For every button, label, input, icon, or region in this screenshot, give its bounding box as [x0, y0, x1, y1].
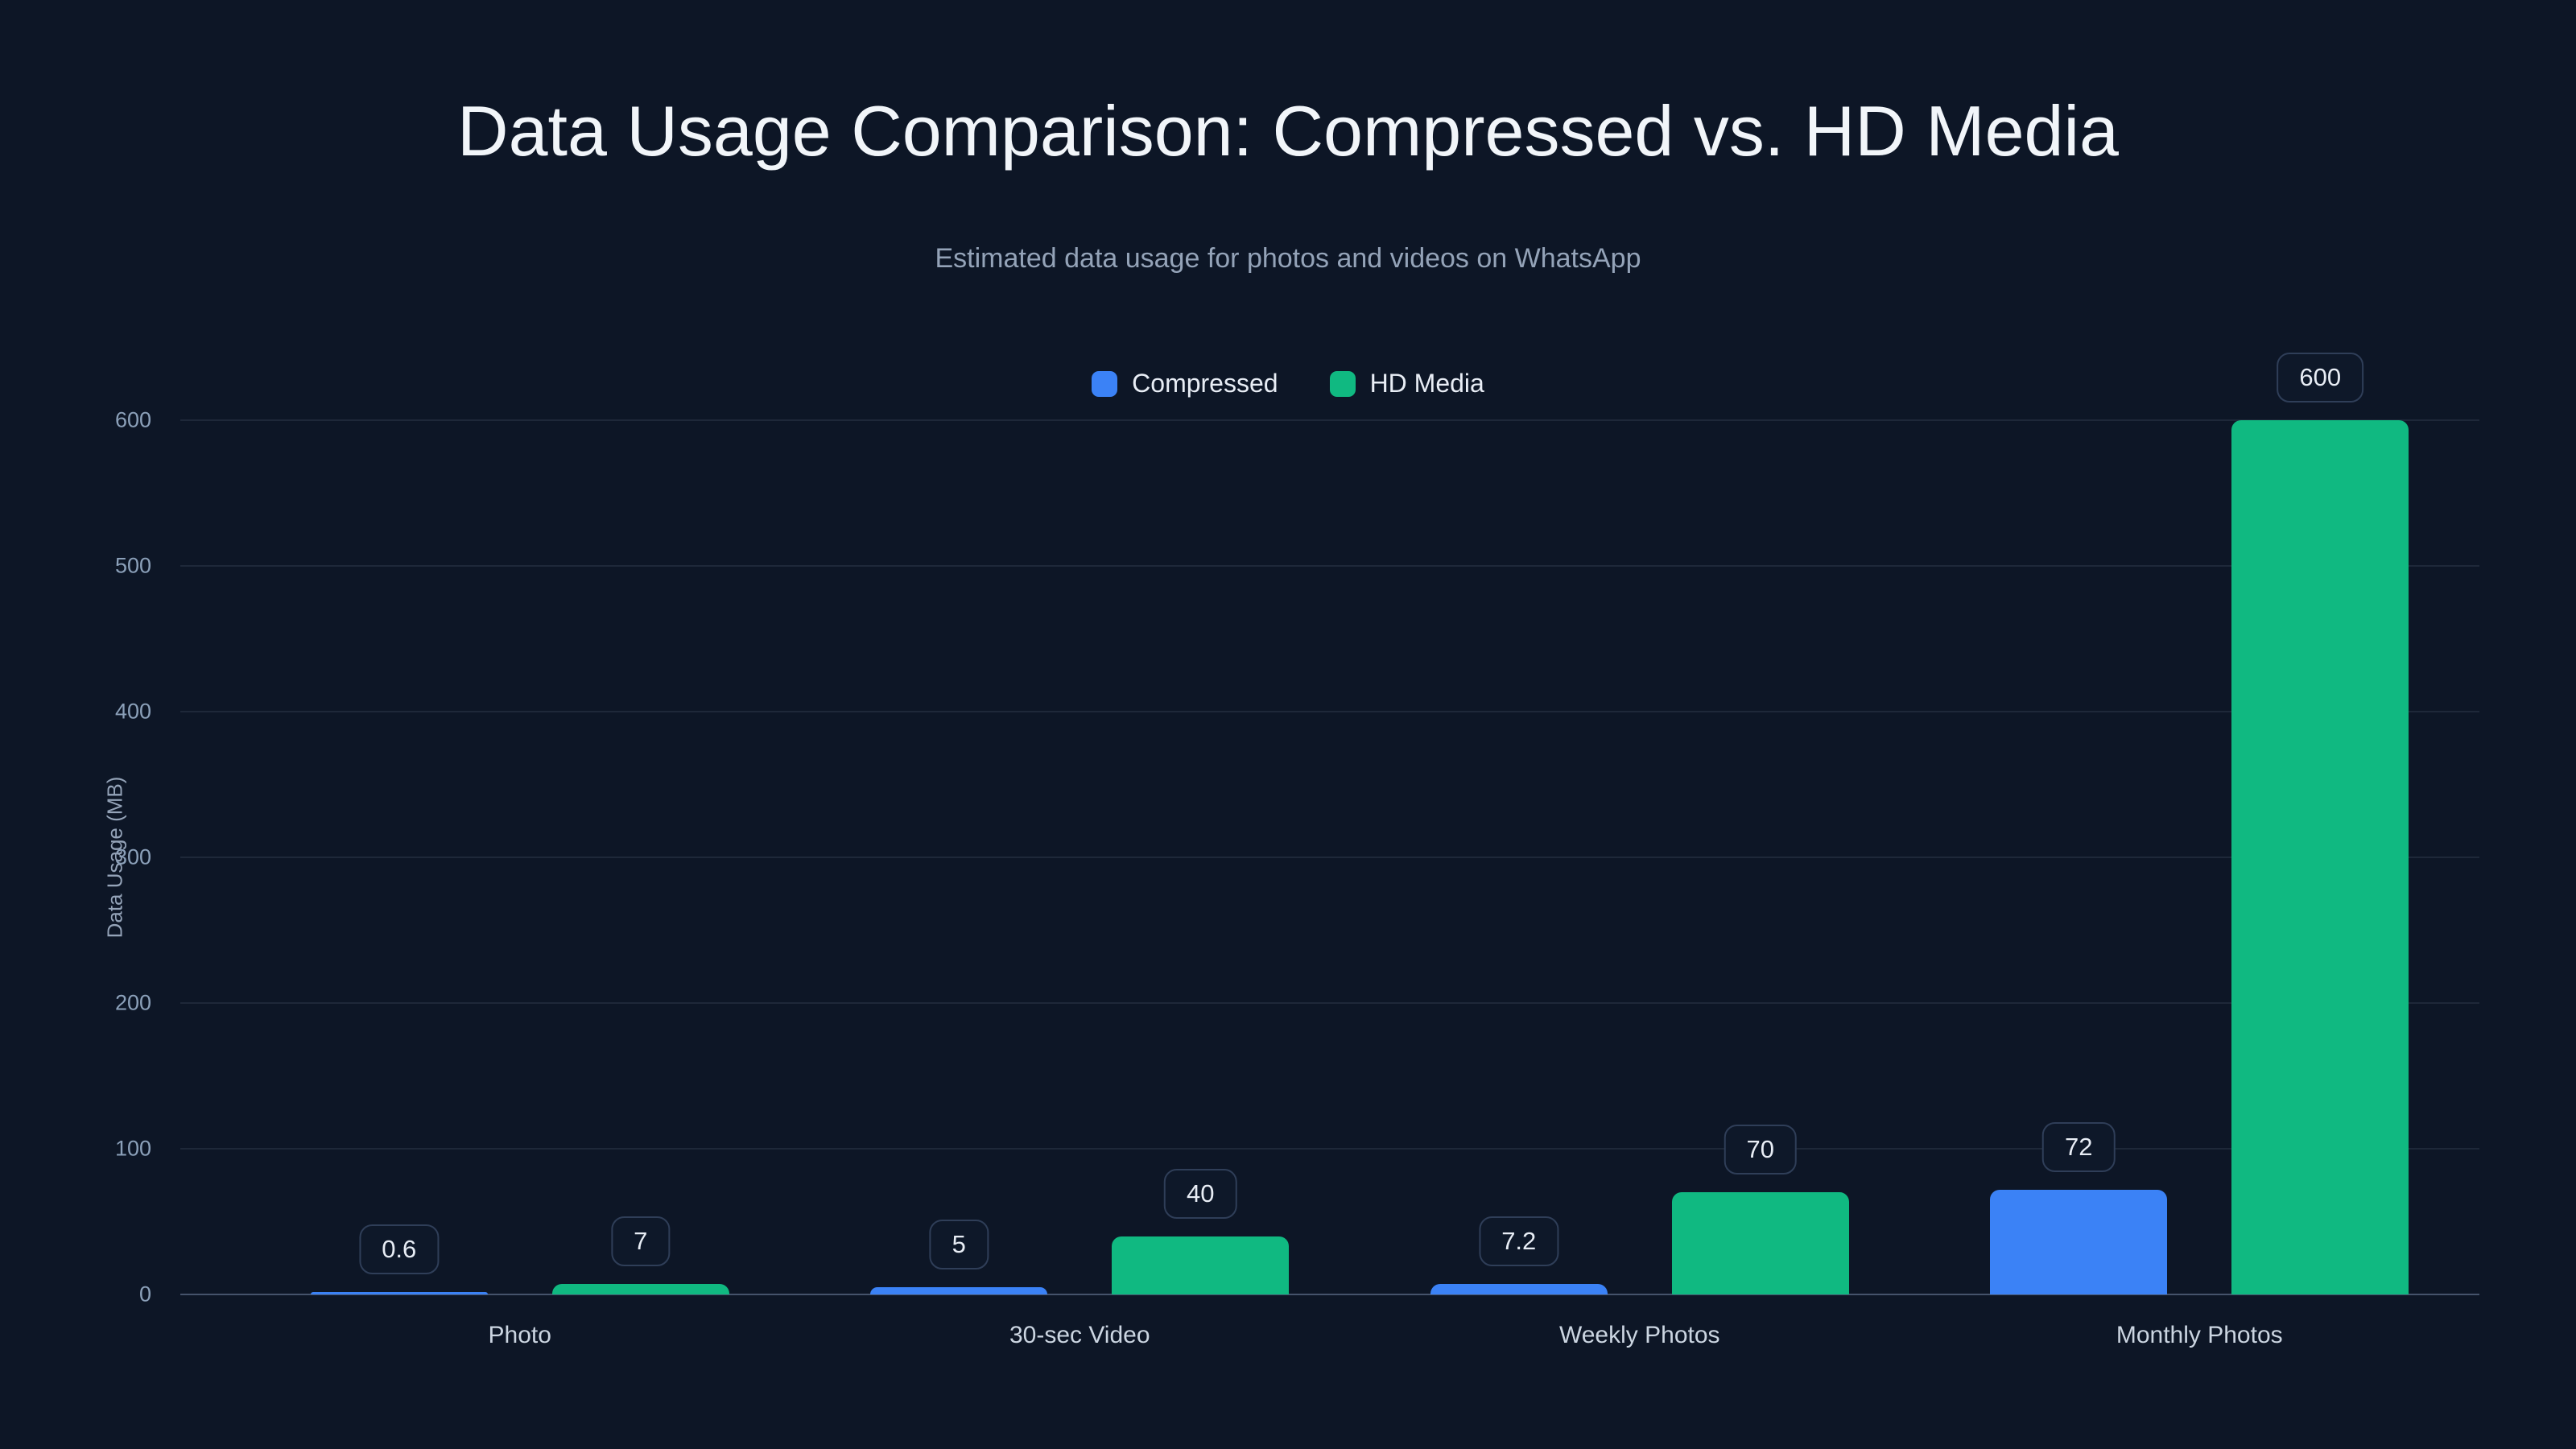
bar-compressed-monthly-photos[interactable] [1990, 1189, 2168, 1294]
chart-title: Data Usage Comparison: Compressed vs. HD… [457, 91, 2119, 171]
value-label-hd-media-photo: 7 [611, 1216, 671, 1267]
y-tick-0: 0 [138, 1282, 151, 1307]
bar-compressed-weekly-photos[interactable] [1430, 1283, 1608, 1294]
bar-hd-media-monthly-photos[interactable] [2231, 420, 2409, 1294]
gridline-600 [180, 419, 2479, 421]
legend: Compressed HD Media [0, 369, 2576, 398]
x-label-weekly-photos: Weekly Photos [1558, 1322, 1720, 1348]
plot-area: 0 100 200 300 400 500 600 Photo 0.6 7 30-sec Video… [115, 353, 2479, 1348]
value-label-compressed-monthly-photos: 72 [2042, 1121, 2116, 1172]
y-tick-400: 400 [114, 699, 151, 724]
bar-compressed-30-sec-video[interactable] [870, 1286, 1048, 1294]
x-label-monthly-photos: Monthly Photos [2116, 1322, 2283, 1348]
value-label-compressed-weekly-photos: 7.2 [1479, 1216, 1559, 1266]
value-label-hd-media-monthly-photos: 600 [2277, 353, 2364, 402]
legend-item-hd-media[interactable]: HD Media [1329, 369, 1484, 398]
legend-swatch-hd-media-icon [1329, 370, 1356, 397]
y-tick-200: 200 [114, 990, 151, 1015]
value-label-hd-media-weekly-photos: 70 [1724, 1125, 1797, 1175]
y-tick-300: 300 [114, 844, 151, 869]
y-tick-100: 100 [114, 1136, 151, 1161]
legend-label-hd-media: HD Media [1369, 369, 1484, 398]
y-tick-600: 600 [114, 407, 151, 432]
legend-label-compressed: Compressed [1132, 369, 1278, 398]
bar-compressed-photo[interactable] [310, 1292, 488, 1294]
gridline-400 [180, 711, 2479, 712]
gridline-0 [180, 1294, 2479, 1295]
x-label-30-sec-video: 30-sec Video [1009, 1322, 1150, 1348]
bar-hd-media-weekly-photos[interactable] [1671, 1192, 1849, 1294]
value-label-compressed-30-sec-video: 5 [929, 1219, 989, 1269]
legend-item-compressed[interactable]: Compressed [1092, 369, 1278, 398]
value-label-hd-media-30-sec-video: 40 [1164, 1168, 1237, 1219]
value-label-compressed-photo: 0.6 [359, 1224, 440, 1274]
gridline-500 [180, 565, 2479, 567]
x-label-photo: Photo [488, 1322, 551, 1348]
gridline-300 [180, 857, 2479, 858]
chart-subtitle: Estimated data usage for photos and vide… [935, 243, 1641, 274]
gridline-200 [180, 1002, 2479, 1004]
bar-hd-media-30-sec-video[interactable] [1112, 1236, 1290, 1294]
legend-swatch-compressed-icon [1092, 370, 1118, 397]
y-tick-500: 500 [114, 553, 151, 578]
gridline-100 [180, 1148, 2479, 1150]
bar-hd-media-photo[interactable] [551, 1284, 729, 1294]
